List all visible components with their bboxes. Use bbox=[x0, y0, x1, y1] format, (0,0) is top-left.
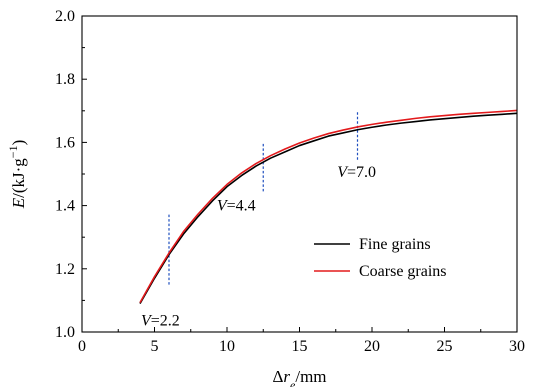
annotation-label: V=2.2 bbox=[141, 313, 180, 330]
x-tick-label: 25 bbox=[437, 338, 453, 355]
x-tick-label: 15 bbox=[292, 338, 308, 355]
y-tick-label: 1.8 bbox=[55, 71, 75, 88]
x-tick-label: 0 bbox=[78, 338, 86, 355]
axis-titles: Δre/mm E/(kJ·g−1) bbox=[6, 140, 327, 387]
legend-label-coarse: Coarse grains bbox=[359, 263, 447, 280]
annotation-label: V=4.4 bbox=[217, 197, 256, 214]
legend-label-fine: Fine grains bbox=[359, 236, 431, 253]
coarse-grains-line bbox=[139, 109, 518, 304]
legend: Fine grains Coarse grains bbox=[314, 236, 447, 280]
y-tick-label: 1.0 bbox=[55, 324, 75, 341]
y-tick-label: 1.4 bbox=[55, 198, 75, 215]
y-tick-label: 1.2 bbox=[55, 261, 75, 278]
fine-grains-line bbox=[139, 112, 518, 304]
y-axis-title: E/(kJ·g−1) bbox=[6, 140, 28, 210]
x-tick-label: 30 bbox=[509, 338, 525, 355]
plot-frame bbox=[81, 15, 518, 333]
annotation-label: V=7.0 bbox=[337, 164, 376, 181]
annotation-markers bbox=[168, 110, 359, 285]
x-tick-label: 5 bbox=[151, 338, 159, 355]
x-tick-label: 10 bbox=[219, 338, 235, 355]
axes: 0 5 10 15 20 25 30 1.0 1.2 1.4 1.6 1.8 2.0 bbox=[55, 8, 525, 355]
x-axis-title: Δre/mm bbox=[272, 367, 326, 387]
y-tick-label: 1.6 bbox=[55, 134, 75, 151]
series-layer bbox=[139, 109, 518, 304]
x-tick-label: 20 bbox=[364, 338, 380, 355]
y-tick-label: 2.0 bbox=[55, 8, 75, 25]
annotations: V=2.2 V=4.4 V=7.0 bbox=[141, 164, 376, 330]
